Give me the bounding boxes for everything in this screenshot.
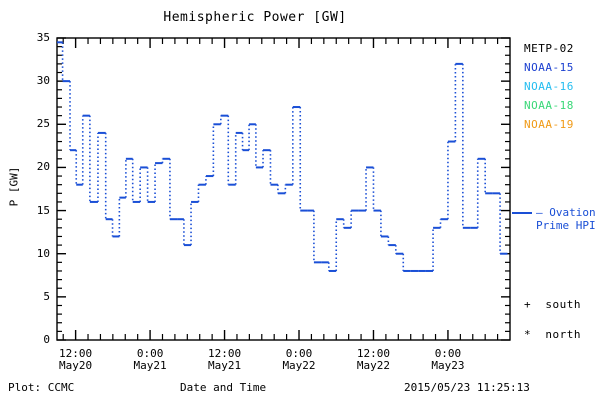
y-tick-label: 5 <box>43 289 50 303</box>
x-tick-time: 0:00 <box>434 347 462 360</box>
legend-item-noaa-19: NOAA-19 <box>524 118 574 131</box>
x-tick-date: May22 <box>356 359 391 372</box>
x-tick-time: 0:00 <box>136 347 164 360</box>
plot-credit: Plot: CCMC <box>8 381 75 394</box>
x-tick-label: 12:00 May20 <box>41 348 111 372</box>
marker-glyph-south: + <box>524 298 532 311</box>
y-tick-label: 30 <box>36 74 50 88</box>
marker-label-north: north <box>545 328 581 341</box>
x-tick-label: 0:00 May23 <box>413 348 483 372</box>
ovation-label-line1: — Ovation <box>536 206 596 219</box>
x-tick-time: 0:00 <box>285 347 313 360</box>
marker-label-south: south <box>545 298 581 311</box>
x-tick-date: May21 <box>133 359 167 372</box>
y-tick-label: 10 <box>36 246 50 260</box>
marker-legend-south: + south <box>524 298 581 311</box>
x-tick-date: May22 <box>282 359 316 372</box>
x-tick-time: 12:00 <box>356 347 391 360</box>
x-tick-date: May20 <box>59 359 93 372</box>
x-tick-label: 12:00 May21 <box>190 348 260 372</box>
legend-item-metp-02: METP-02 <box>524 42 574 55</box>
marker-glyph-north: * <box>524 328 532 341</box>
x-tick-label: 0:00 May22 <box>264 348 334 372</box>
ovation-label-line2: Prime HPI <box>536 219 596 232</box>
x-tick-date: May21 <box>207 359 242 372</box>
y-tick-label: 20 <box>36 160 50 174</box>
plot-timestamp: 2015/05/23 11:25:13 <box>404 381 530 394</box>
x-tick-label: 12:00 May22 <box>338 348 408 372</box>
y-tick-label: 15 <box>36 203 50 217</box>
x-tick-label: 0:00 May21 <box>115 348 185 372</box>
x-axis-ticks <box>62 38 499 340</box>
data-series-layer <box>57 41 508 272</box>
legend-item-noaa-15: NOAA-15 <box>524 61 574 74</box>
y-axis-ticks <box>57 37 510 341</box>
x-axis-label: Date and Time <box>180 381 267 394</box>
axis-frame <box>56 37 511 341</box>
marker-legend-north: * north <box>524 328 581 341</box>
ovation-series-swatch <box>512 212 532 214</box>
ovation-series-label: — Ovation Prime HPI <box>536 206 596 232</box>
x-tick-date: May23 <box>431 359 465 372</box>
y-axis-label: P [GW] <box>7 166 21 207</box>
y-tick-label: 0 <box>43 333 50 346</box>
legend: METP-02 NOAA-15 NOAA-16 NOAA-18 NOAA-19 <box>524 42 574 137</box>
x-tick-time: 12:00 <box>59 347 93 360</box>
y-tick-label: 35 <box>36 31 50 44</box>
x-tick-time: 12:00 <box>207 347 242 360</box>
y-tick-label: 25 <box>36 117 50 131</box>
chart-title: Hemispheric Power [GW] <box>163 10 347 25</box>
legend-item-noaa-16: NOAA-16 <box>524 80 574 93</box>
legend-item-noaa-18: NOAA-18 <box>524 99 574 112</box>
